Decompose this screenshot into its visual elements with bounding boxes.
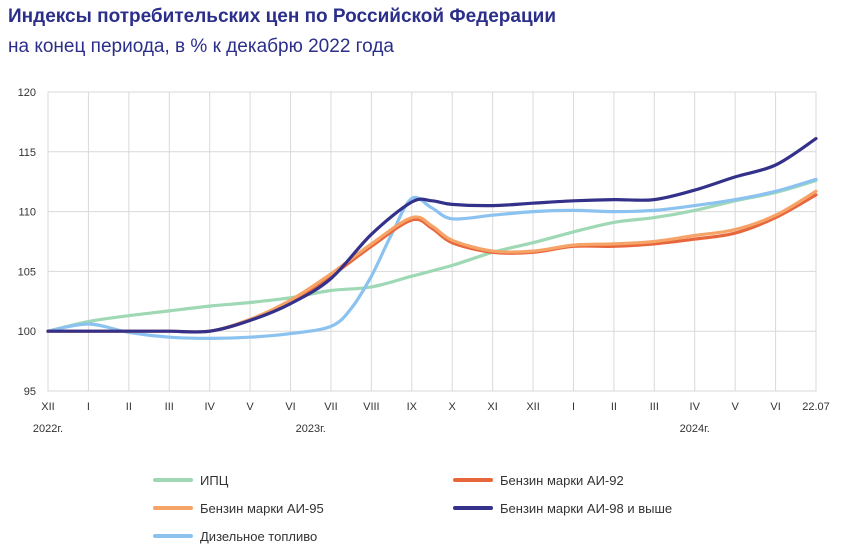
x-tick-label: IV: [690, 401, 701, 413]
x-tick-label: I: [572, 401, 575, 413]
y-tick-label: 100: [18, 326, 36, 338]
x-tick-label: IX: [407, 401, 418, 413]
x-tick-label: XI: [487, 401, 497, 413]
year-label: 2023г.: [296, 423, 326, 435]
x-tick-label: VI: [285, 401, 295, 413]
x-tick-label: VI: [770, 401, 780, 413]
x-tick-label: II: [126, 401, 132, 413]
x-tick-label: I: [87, 401, 90, 413]
x-tick-label: IV: [204, 401, 215, 413]
legend: ИПЦ Бензин марки АИ-92 Бензин марки АИ-95 Б…: [153, 473, 672, 544]
year-label: 2022г.: [33, 423, 63, 435]
chart-title: Индексы потребительских цен по Российско…: [8, 6, 556, 27]
x-tick-label: II: [611, 401, 617, 413]
y-tick-label: 105: [18, 266, 36, 278]
y-axis-ticks: 95 100 105 110 115 120: [18, 87, 36, 398]
year-labels: 2022г. 2023г. 2024г.: [33, 423, 710, 435]
x-tick-label: X: [449, 401, 457, 413]
x-tick-label: 22.07: [802, 401, 830, 413]
y-tick-label: 110: [18, 207, 36, 219]
x-tick-label: VIII: [363, 401, 380, 413]
grid-lines: [47, 91, 817, 392]
x-axis-ticks: XII I II III IV V VI VII VIII IX X XI XII I II III IV V VI…: [41, 401, 829, 413]
legend-label: Бензин марки АИ-95: [200, 501, 324, 516]
legend-label: ИПЦ: [200, 473, 229, 488]
x-tick-label: V: [731, 401, 739, 413]
x-tick-label: XII: [41, 401, 54, 413]
x-tick-label: III: [650, 401, 659, 413]
legend-label: Бензин марки АИ-98 и выше: [500, 501, 672, 516]
plot-frame: [47, 91, 817, 392]
year-label: 2024г.: [680, 423, 710, 435]
legend-label: Бензин марки АИ-92: [500, 473, 624, 488]
series-line: [46, 177, 818, 340]
x-tick-label: XII: [526, 401, 539, 413]
series-line: [46, 137, 818, 334]
y-tick-label: 115: [18, 147, 36, 159]
series-line: [46, 178, 818, 333]
x-tick-label: VII: [324, 401, 337, 413]
series-lines: [46, 137, 818, 340]
x-tick-label: III: [165, 401, 174, 413]
y-tick-label: 95: [24, 386, 36, 398]
x-tick-label: V: [246, 401, 254, 413]
legend-label: Дизельное топливо: [200, 529, 317, 544]
chart-subtitle: на конец периода, в % к декабрю 2022 год…: [8, 36, 394, 57]
y-tick-label: 120: [18, 87, 36, 99]
